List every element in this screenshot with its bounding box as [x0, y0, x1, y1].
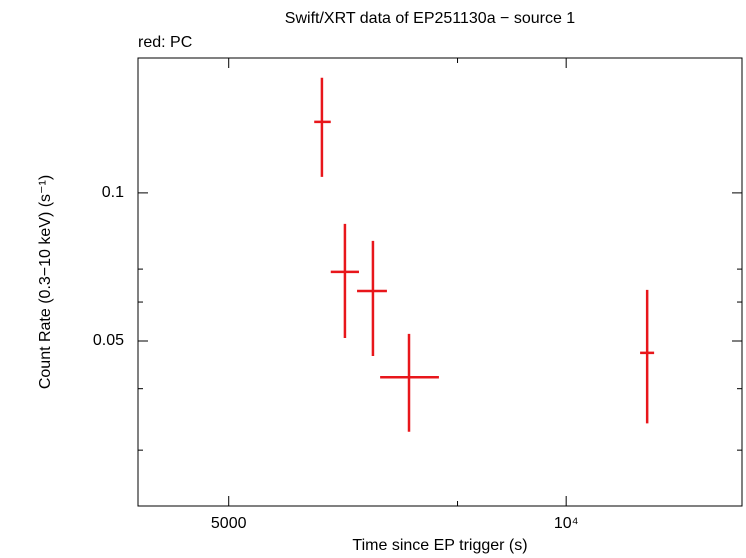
x-tick-label: 10⁴ — [554, 515, 579, 532]
chart-subtitle: red: PC — [138, 34, 192, 51]
y-tick-label: 0.1 — [102, 184, 124, 201]
x-axis-label: Time since EP trigger (s) — [352, 537, 527, 554]
x-tick-label: 5000 — [211, 515, 247, 532]
plot-frame — [137, 57, 743, 507]
y-axis-label: Count Rate (0.3−10 keV) (s⁻¹) — [37, 175, 54, 389]
y-tick-label: 0.05 — [93, 332, 124, 349]
chart-title: Swift/XRT data of EP251130a − source 1 — [285, 10, 576, 27]
